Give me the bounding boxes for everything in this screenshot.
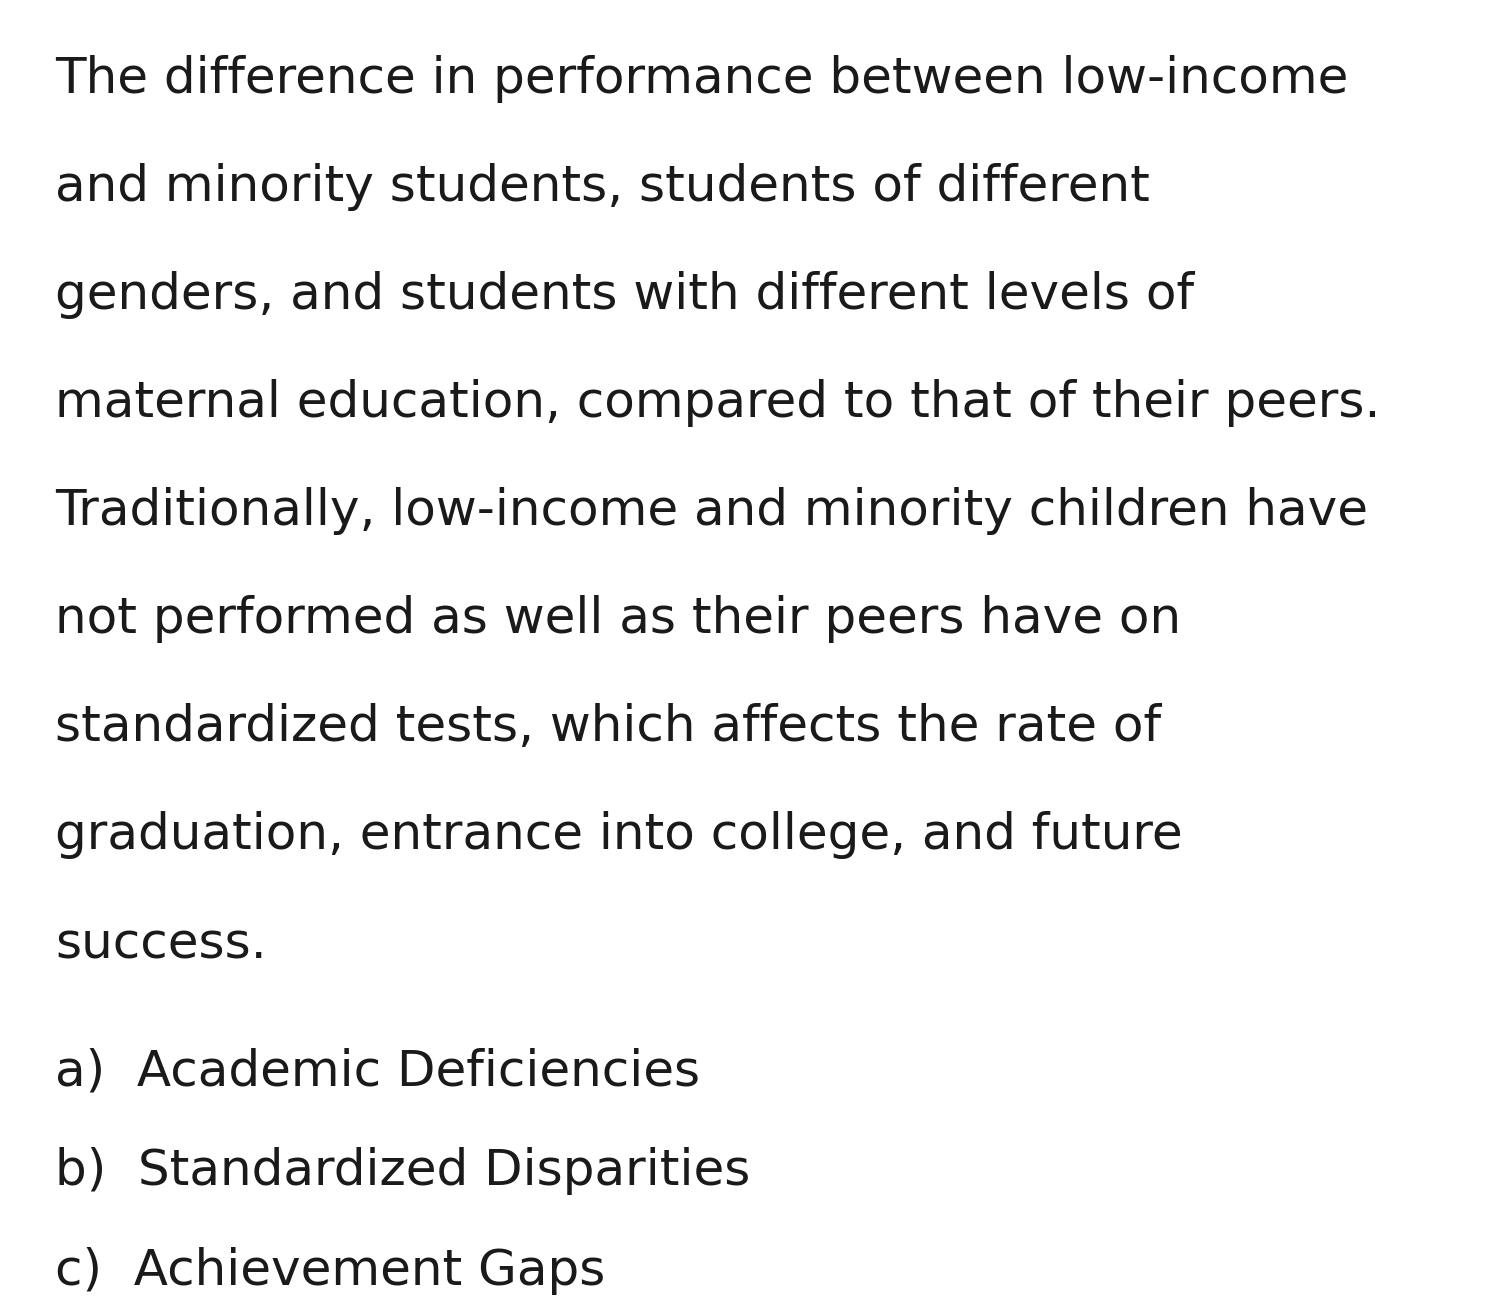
Text: maternal education, compared to that of their peers.: maternal education, compared to that of … xyxy=(56,379,1380,426)
Text: graduation, entrance into college, and future: graduation, entrance into college, and f… xyxy=(56,811,1182,859)
Text: standardized tests, which affects the rate of: standardized tests, which affects the ra… xyxy=(56,703,1161,751)
Text: The difference in performance between low-income: The difference in performance between lo… xyxy=(56,55,1348,103)
Text: a)  Academic Deficiencies: a) Academic Deficiencies xyxy=(56,1047,701,1095)
Text: genders, and students with different levels of: genders, and students with different lev… xyxy=(56,271,1194,319)
Text: Traditionally, low-income and minority children have: Traditionally, low-income and minority c… xyxy=(56,486,1368,535)
Text: success.: success. xyxy=(56,919,267,968)
Text: b)  Standardized Disparities: b) Standardized Disparities xyxy=(56,1148,750,1194)
Text: not performed as well as their peers have on: not performed as well as their peers hav… xyxy=(56,595,1180,643)
Text: c)  Achievement Gaps: c) Achievement Gaps xyxy=(56,1247,606,1295)
Text: and minority students, students of different: and minority students, students of diffe… xyxy=(56,163,1150,211)
